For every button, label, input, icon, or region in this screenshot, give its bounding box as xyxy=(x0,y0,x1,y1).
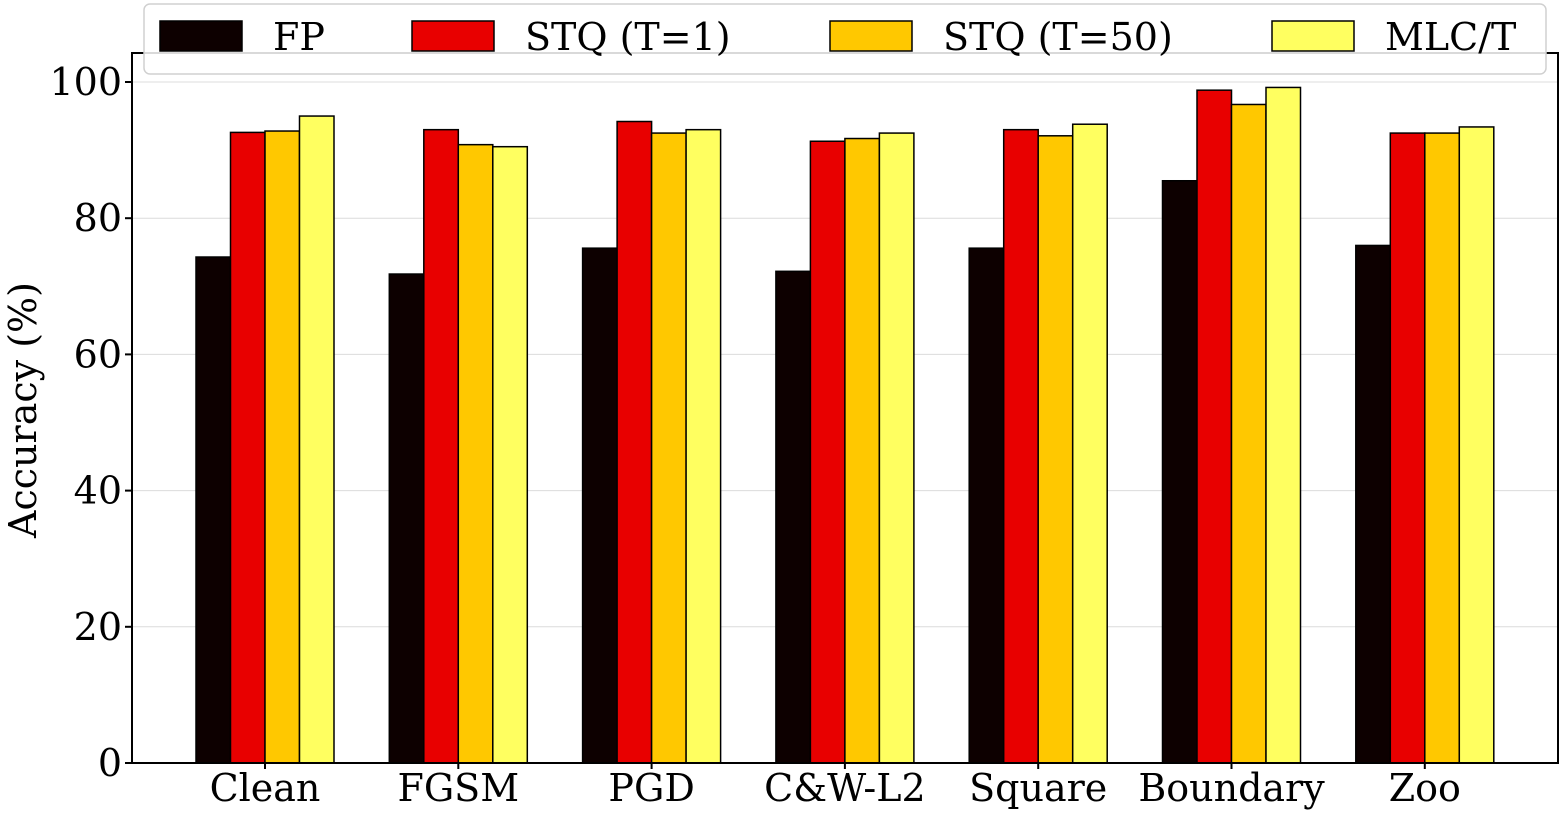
legend-swatch-fp xyxy=(159,20,243,52)
bar-square-mlc-t xyxy=(1071,123,1108,764)
bar-square-fp xyxy=(968,247,1005,764)
axes: Clean FGSM PGD C&W-L2 Square Boundary Zoo 0 20 40… xyxy=(49,52,1559,810)
bar-boundary-stq-t-50 xyxy=(1230,103,1267,764)
x-tick-label: FGSM xyxy=(397,766,519,810)
legend-swatch-stq-t-50 xyxy=(829,20,913,52)
bar-c-w-l2-mlc-t xyxy=(878,132,915,764)
y-axis-title: Accuracy (%) xyxy=(1,282,45,539)
y-tick-label: 60 xyxy=(74,332,122,376)
bar-boundary-stq-t-1 xyxy=(1196,89,1233,764)
legend-label-mlc-t: MLC/T xyxy=(1385,15,1516,59)
x-tick-label: Clean xyxy=(210,766,321,810)
bar-pgd-mlc-t xyxy=(685,128,722,764)
x-tick-label: Boundary xyxy=(1138,766,1325,810)
legend-label-stq-t-50: STQ (T=50) xyxy=(943,15,1173,59)
bar-square-stq-t-1 xyxy=(1002,128,1039,764)
bar-fgsm-stq-t-50 xyxy=(457,143,494,764)
legend-label-stq-t-1: STQ (T=1) xyxy=(525,15,731,59)
legend-label-fp: FP xyxy=(273,15,325,59)
bar-clean-stq-t-50 xyxy=(264,130,301,764)
bar-clean-mlc-t xyxy=(298,115,335,764)
x-tick-label: Zoo xyxy=(1389,766,1461,810)
bar-pgd-fp xyxy=(581,247,618,764)
bar-clean-stq-t-1 xyxy=(229,131,266,764)
bar-pgd-stq-t-1 xyxy=(616,120,653,764)
bar-square-stq-t-50 xyxy=(1037,135,1074,764)
bar-fgsm-mlc-t xyxy=(492,145,529,764)
bar-zoo-mlc-t xyxy=(1458,126,1495,764)
y-tick-label: 100 xyxy=(49,60,122,104)
y-tick-label: 40 xyxy=(74,469,122,513)
bar-zoo-stq-t-1 xyxy=(1389,132,1426,764)
y-tick-label: 0 xyxy=(98,741,122,785)
bar-fgsm-fp xyxy=(388,273,425,764)
bar-c-w-l2-fp xyxy=(775,270,812,764)
bar-fgsm-stq-t-1 xyxy=(423,128,460,764)
bar-zoo-fp xyxy=(1355,244,1392,764)
legend: FP STQ (T=1) STQ (T=50) MLC/T xyxy=(143,3,1547,75)
bar-c-w-l2-stq-t-50 xyxy=(844,137,881,764)
bar-clean-fp xyxy=(195,256,232,764)
bars xyxy=(195,86,1495,764)
bar-boundary-fp xyxy=(1161,179,1198,764)
bar-pgd-stq-t-50 xyxy=(650,132,687,764)
x-tick-label: C&W-L2 xyxy=(764,766,925,810)
y-tick-label: 20 xyxy=(74,605,122,649)
x-tick-label: PGD xyxy=(608,766,694,810)
bar-zoo-stq-t-50 xyxy=(1424,132,1461,764)
legend-swatch-stq-t-1 xyxy=(411,20,495,52)
legend-swatch-mlc-t xyxy=(1271,20,1355,52)
bar-c-w-l2-stq-t-1 xyxy=(809,140,846,764)
y-tick-label: 80 xyxy=(74,196,122,240)
x-tick-label: Square xyxy=(969,766,1107,810)
bar-boundary-mlc-t xyxy=(1265,86,1302,764)
